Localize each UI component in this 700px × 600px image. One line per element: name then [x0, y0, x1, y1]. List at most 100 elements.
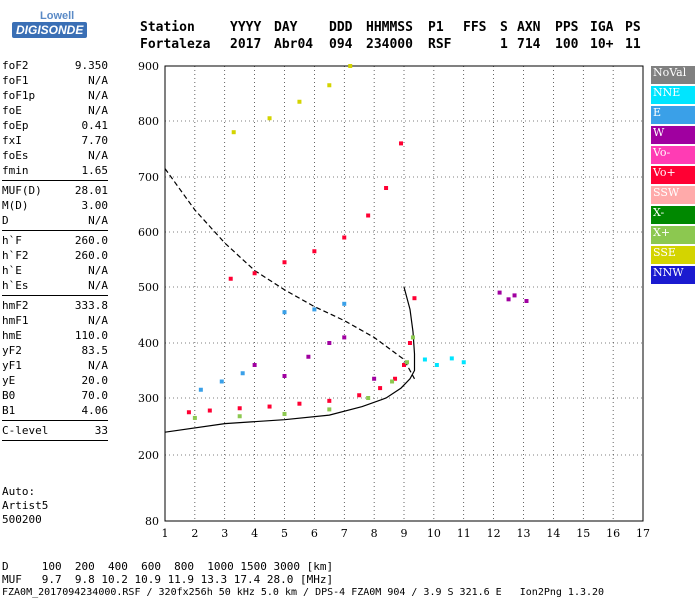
header-label: DAY — [274, 20, 298, 35]
x-tick-label: 2 — [191, 527, 198, 540]
param-row: yF2 83.5 — [2, 343, 108, 358]
header-label: IGA — [590, 20, 614, 35]
x-tick-label: 8 — [371, 527, 378, 540]
autoscale-info: Auto: Artist5 500200 — [2, 485, 48, 527]
data-point — [390, 379, 395, 384]
param-separator — [2, 180, 108, 181]
data-point — [366, 213, 371, 218]
y-tick-label: 400 — [138, 337, 159, 350]
legend-item: W — [651, 126, 695, 144]
header-value: 2017 — [230, 37, 262, 52]
param-row: MUF(D) 28.01 — [2, 183, 108, 198]
param-label: B1 — [2, 404, 16, 417]
param-value: 260.0 — [74, 234, 108, 247]
header-label: P1 — [428, 20, 444, 35]
param-value: N/A — [88, 314, 108, 327]
autoscale-line-3: 500200 — [2, 513, 42, 526]
x-tick-label: 3 — [221, 527, 228, 540]
data-point — [422, 357, 427, 362]
param-value: 33 — [94, 424, 108, 437]
footer-muf-row: MUF 9.7 9.8 10.2 10.9 11.9 13.3 17.4 28.… — [2, 573, 334, 586]
param-value: 0.41 — [81, 119, 109, 132]
x-tick-label: 9 — [401, 527, 408, 540]
data-point — [312, 249, 317, 254]
param-row: h`E N/A — [2, 263, 108, 278]
x-tick-label: 10 — [427, 527, 441, 540]
param-row: D N/A — [2, 213, 108, 228]
param-label: hmF2 — [2, 299, 29, 312]
param-row: hmE 110.0 — [2, 328, 108, 343]
data-point — [192, 415, 197, 420]
header-value: 714 — [517, 37, 541, 52]
param-label: foF1p — [2, 89, 36, 102]
x-tick-label: 15 — [576, 527, 590, 540]
header-label: HHMMSS — [366, 20, 413, 35]
data-point — [327, 83, 332, 88]
legend-item: NoVal — [651, 66, 695, 84]
header-label: DDD — [329, 20, 353, 35]
data-point — [282, 411, 287, 416]
param-row: C-level 33 — [2, 423, 108, 438]
data-point — [306, 354, 311, 359]
param-row: foF1 N/A — [2, 73, 108, 88]
param-value: 83.5 — [81, 344, 109, 357]
data-point — [372, 376, 377, 381]
autoscale-line-1: Auto: — [2, 485, 36, 498]
ionospheric-parameters: foF2 9.350 foF1 N/A foF1p N/A foE N/A foEp 0.41 fx… — [2, 58, 108, 443]
data-point — [231, 130, 236, 135]
header-label: PPS — [555, 20, 579, 35]
param-label: foEp — [2, 119, 29, 132]
footer-distance-row: D 100 200 400 600 800 1000 1500 3000 [km… — [2, 560, 334, 573]
param-label: M(D) — [2, 199, 29, 212]
param-separator — [2, 295, 108, 296]
data-point — [506, 297, 511, 302]
legend: NoVal NNE E W Vo- Vo+ SSW X- X+ SSE NNW — [651, 66, 695, 286]
data-point — [327, 398, 332, 403]
param-label: yF1 — [2, 359, 22, 372]
header-label: YYYY — [230, 20, 262, 35]
data-point — [384, 186, 389, 190]
param-row: hmF1 N/A — [2, 313, 108, 328]
data-point — [497, 290, 502, 295]
param-separator — [2, 440, 108, 441]
legend-item: Vo+ — [651, 166, 695, 184]
param-label: hmF1 — [2, 314, 29, 327]
data-point — [461, 360, 466, 365]
data-point — [219, 379, 224, 384]
data-point — [267, 116, 272, 121]
param-label: h`F2 — [2, 249, 29, 262]
data-point — [252, 363, 257, 367]
param-value: 9.350 — [74, 59, 108, 72]
param-row: h`F 260.0 — [2, 233, 108, 248]
header-value: RSF — [428, 37, 452, 52]
param-value: 333.8 — [74, 299, 108, 312]
data-point — [407, 341, 412, 345]
data-point — [434, 363, 439, 367]
param-label: B0 — [2, 389, 16, 402]
param-label: h`F — [2, 234, 22, 247]
param-value: 1.65 — [81, 164, 109, 177]
y-tick-label: 500 — [138, 281, 159, 294]
header-value: 094 — [329, 37, 353, 52]
plot-frame — [164, 65, 644, 522]
param-label: h`Es — [2, 279, 29, 292]
data-point — [282, 260, 287, 265]
param-row: M(D) 3.00 — [2, 198, 108, 213]
param-value: N/A — [88, 74, 108, 87]
autoscale-line-2: Artist5 — [2, 499, 49, 512]
param-row: fmin 1.65 — [2, 163, 108, 178]
param-label: foF2 — [2, 59, 29, 72]
legend-item: NNW — [651, 266, 695, 284]
legend-item: NNE — [651, 86, 695, 104]
param-value: 4.06 — [81, 404, 109, 417]
param-value: 28.01 — [74, 184, 108, 197]
y-tick-label: 800 — [138, 115, 159, 128]
param-row: foEs N/A — [2, 148, 108, 163]
param-value: N/A — [88, 214, 108, 227]
param-value: N/A — [88, 279, 108, 292]
param-row: foF1p N/A — [2, 88, 108, 103]
logo-brand: Lowell — [40, 10, 75, 22]
param-value: 110.0 — [74, 329, 108, 342]
param-value: 7.70 — [81, 134, 109, 147]
legend-item: SSE — [651, 246, 695, 264]
